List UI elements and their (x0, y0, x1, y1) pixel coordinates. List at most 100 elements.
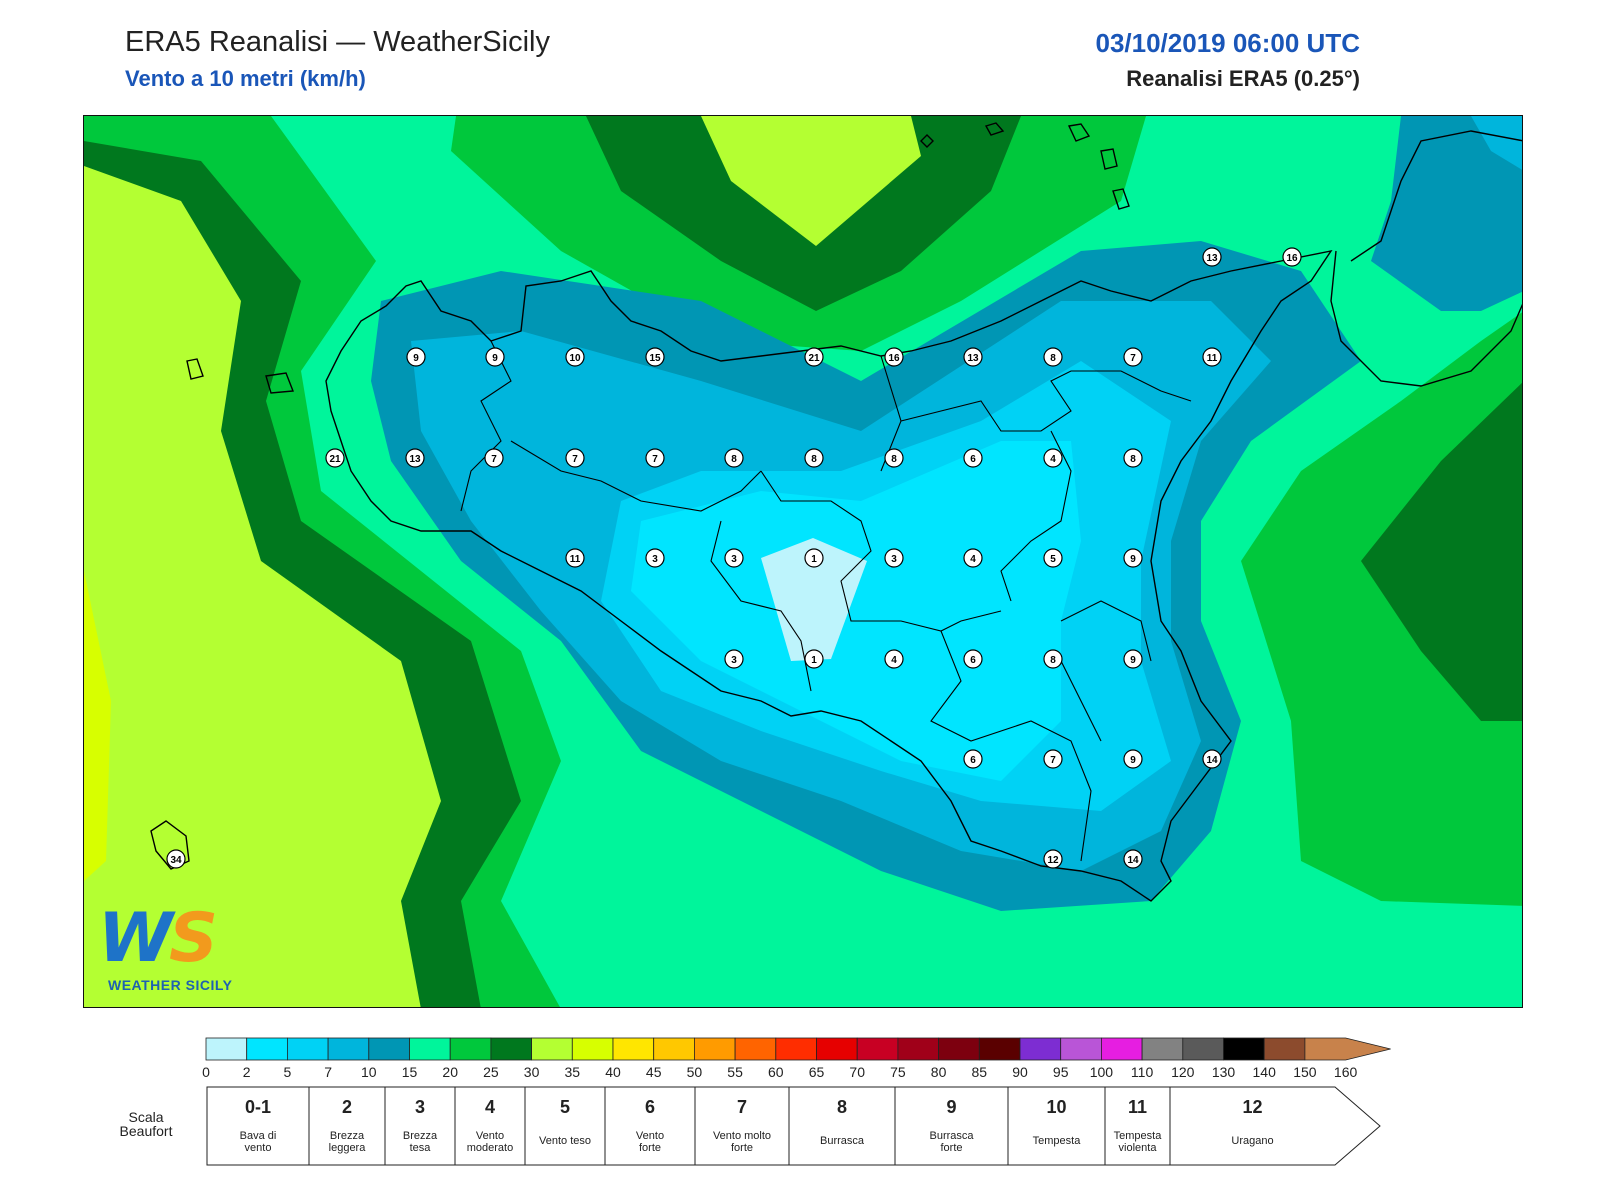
station-value: 7 (491, 454, 497, 465)
station-value: 1 (811, 554, 817, 565)
station-value: 8 (731, 454, 737, 465)
beaufort-name: Tempesta violenta (1114, 1130, 1163, 1154)
station-value: 21 (329, 454, 341, 465)
station-marker: 4 (1043, 448, 1063, 468)
beaufort-name: Bava di vento (240, 1130, 277, 1154)
station-circle (405, 448, 425, 468)
beaufort-number: 2 (342, 1097, 352, 1117)
colorbar-swatch (1304, 1037, 1391, 1061)
station-value: 4 (1050, 454, 1056, 465)
station-circle (804, 347, 824, 367)
beaufort-number: 8 (837, 1097, 847, 1117)
beaufort-cell (454, 1086, 526, 1166)
beaufort-cell (788, 1086, 896, 1166)
station-value: 16 (1286, 253, 1298, 264)
station-marker: 7 (1043, 749, 1063, 769)
beaufort-name: Burrasca forte (929, 1130, 974, 1154)
station-marker: 9 (1123, 649, 1143, 669)
beaufort-class: 9 Burrasca forte (894, 1086, 1009, 1166)
station-circle (804, 548, 824, 568)
beaufort-class: 10 Tempesta (1007, 1086, 1106, 1166)
colorbar-tick: 35 (565, 1064, 581, 1080)
station-marker: 9 (485, 347, 505, 367)
colorbar-tick: 70 (849, 1064, 865, 1080)
beaufort-class: 3 Brezza tesa (384, 1086, 456, 1166)
station-circle (565, 448, 585, 468)
station-marker: 3 (724, 548, 744, 568)
station-marker: 8 (724, 448, 744, 468)
station-marker: 3 (645, 548, 665, 568)
beaufort-name: Burrasca (820, 1135, 865, 1147)
station-value: 3 (652, 554, 658, 565)
colorbar-tick: 110 (1131, 1064, 1154, 1080)
colorbar-swatch (1223, 1037, 1265, 1061)
colorbar-tick: 60 (768, 1064, 784, 1080)
colorbar-tick: 65 (809, 1064, 825, 1080)
colorbar-swatch (734, 1037, 777, 1061)
station-circle (724, 548, 744, 568)
colorbar-swatch (978, 1037, 1021, 1061)
beaufort-name: Uragano (1231, 1135, 1273, 1147)
beaufort-number: 3 (415, 1097, 425, 1117)
station-circle (565, 548, 585, 568)
station-marker: 7 (484, 448, 504, 468)
map-subtitle: Vento a 10 metri (km/h) (125, 66, 366, 91)
colorbar-swatch (571, 1037, 614, 1061)
colorbar-tick: 50 (687, 1064, 703, 1080)
station-value: 34 (170, 855, 182, 866)
station-marker: 12 (1043, 849, 1063, 869)
station-circle (884, 448, 904, 468)
station-marker: 13 (1202, 247, 1222, 267)
beaufort-name: Brezza leggera (329, 1130, 367, 1154)
colorbar-tick: 75 (890, 1064, 906, 1080)
beaufort-cell (604, 1086, 696, 1166)
station-circle (1123, 749, 1143, 769)
beaufort-cell (384, 1086, 456, 1166)
beaufort-number: 10 (1046, 1097, 1066, 1117)
station-value: 5 (1050, 554, 1056, 565)
beaufort-number: 4 (485, 1097, 495, 1117)
colorbar-swatch (612, 1037, 655, 1061)
station-marker: 7 (645, 448, 665, 468)
station-value: 21 (808, 353, 820, 364)
beaufort-scale-label: Scala Beaufort (119, 1109, 173, 1139)
station-marker: 13 (405, 448, 425, 468)
station-value: 11 (1207, 353, 1218, 364)
station-circle (166, 849, 186, 869)
station-circle (963, 649, 983, 669)
station-marker: 21 (325, 448, 345, 468)
station-value: 7 (1050, 755, 1056, 766)
station-circle (645, 548, 665, 568)
colorbar-swatch (1182, 1037, 1224, 1061)
station-value: 13 (1206, 253, 1218, 264)
station-circle (963, 347, 983, 367)
station-marker: 8 (1123, 448, 1143, 468)
beaufort-name: Vento teso (539, 1135, 591, 1147)
station-marker: 4 (884, 649, 904, 669)
colorbar-tick: 20 (442, 1064, 458, 1080)
station-marker: 3 (724, 649, 744, 669)
colorbar-swatch (938, 1037, 980, 1061)
station-marker: 5 (1043, 548, 1063, 568)
station-circle (1123, 649, 1143, 669)
station-value: 3 (731, 554, 737, 565)
station-marker: 1 (804, 548, 824, 568)
station-circle (1202, 247, 1222, 267)
colorbar-swatch (693, 1037, 736, 1061)
station-circle (963, 548, 983, 568)
colorbar-tick: 150 (1293, 1064, 1317, 1080)
beaufort-cell (308, 1086, 386, 1166)
colorbar-swatch (449, 1037, 492, 1061)
station-marker: 10 (565, 347, 585, 367)
station-circle (1043, 448, 1063, 468)
station-circle (1282, 247, 1302, 267)
station-circle (1123, 849, 1143, 869)
colorbar-swatch (490, 1037, 532, 1061)
station-circle (884, 347, 904, 367)
station-value: 7 (1130, 353, 1136, 364)
beaufort-number: 11 (1128, 1097, 1147, 1117)
station-marker: 11 (565, 548, 585, 568)
beaufort-class: 0-1 Bava di vento (206, 1086, 310, 1166)
beaufort-class: 2 Brezza leggera (308, 1086, 386, 1166)
